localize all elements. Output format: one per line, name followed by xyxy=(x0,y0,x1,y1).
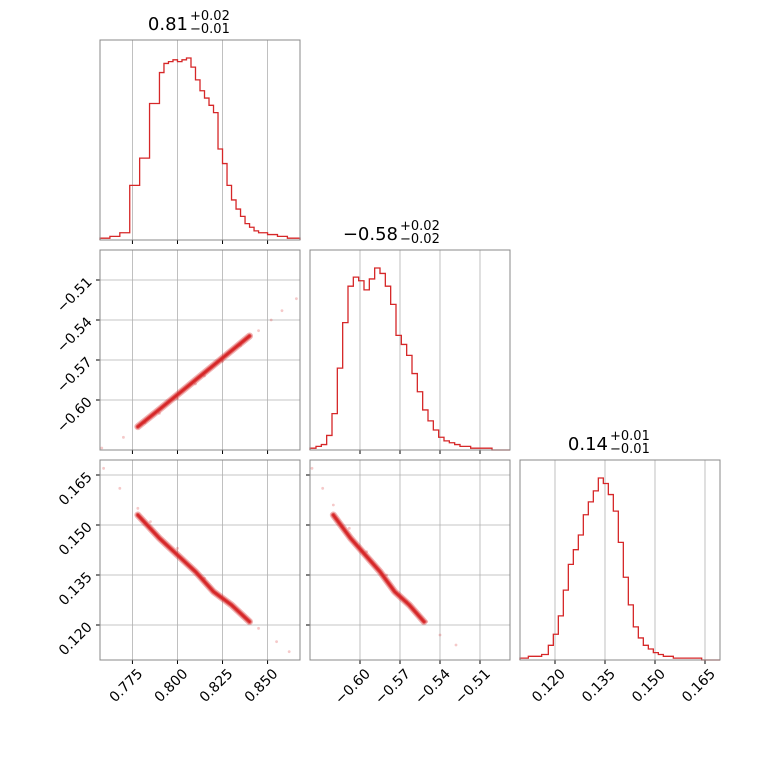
scatter-point xyxy=(176,546,179,550)
scatter-point xyxy=(122,435,125,439)
title-median: 0.14 xyxy=(568,434,608,455)
y-tick-label: −0.51 xyxy=(54,274,96,316)
y-tick-label: −0.60 xyxy=(54,394,96,436)
scatter-point xyxy=(385,573,389,577)
panel-frame-2-2 xyxy=(519,459,721,661)
scatter-point xyxy=(136,506,140,510)
x-tick-label: 0.850 xyxy=(242,666,282,706)
scatter-point xyxy=(118,486,122,490)
scatter-point xyxy=(438,633,442,637)
scatter-point xyxy=(149,520,152,524)
title-plus-error: +0.02 xyxy=(400,219,440,234)
scatter-point xyxy=(280,309,284,313)
scatter-point xyxy=(275,640,278,644)
scatter-point xyxy=(257,329,260,333)
scatter-point xyxy=(454,643,458,647)
x-tick-label: 0.825 xyxy=(197,666,237,706)
scatter-point xyxy=(269,318,273,322)
panel-frame-0-0 xyxy=(99,39,301,241)
y-tick-label: 0.150 xyxy=(56,519,96,559)
y-tick-label: −0.57 xyxy=(54,354,96,396)
x-tick-label: −0.54 xyxy=(412,666,454,708)
scatter-point xyxy=(294,297,298,301)
x-tick-label: 0.165 xyxy=(679,666,719,706)
scatter-point xyxy=(331,503,335,507)
title-median: −0.58 xyxy=(343,224,398,245)
scatter-point xyxy=(287,650,291,654)
panel-frame-1-0 xyxy=(99,249,301,451)
panel-title-param-2: 0.14 +0.01−0.01 xyxy=(568,429,650,457)
scatter-point xyxy=(310,466,314,470)
title-minus-error: −0.01 xyxy=(610,442,650,457)
scatter-point xyxy=(347,526,351,530)
x-tick-label: −0.51 xyxy=(452,666,494,708)
histogram-line-param-1 xyxy=(309,267,510,451)
scatter-point xyxy=(100,446,104,450)
y-tick-label: 0.135 xyxy=(56,569,96,609)
scatter-point xyxy=(257,626,260,630)
panel-frame-2-1 xyxy=(309,459,511,661)
panel-frame-1-1 xyxy=(309,249,511,451)
y-tick-label: −0.54 xyxy=(54,314,96,356)
scatter-point xyxy=(102,466,106,470)
title-minus-error: −0.01 xyxy=(190,22,230,37)
density-contour-2 xyxy=(332,513,426,623)
density-contour-2 xyxy=(136,513,251,623)
panel-title-param-0: 0.81 +0.02−0.01 xyxy=(148,9,230,37)
density-contour-2 xyxy=(136,334,251,428)
scatter-point xyxy=(321,486,325,490)
x-tick-label: 0.135 xyxy=(579,666,619,706)
title-minus-error: −0.02 xyxy=(400,232,440,247)
title-plus-error: +0.02 xyxy=(190,9,230,24)
x-tick-label: 0.800 xyxy=(152,666,192,706)
x-tick-label: −0.60 xyxy=(332,666,374,708)
title-plus-error: +0.01 xyxy=(610,429,650,444)
x-tick-label: 0.150 xyxy=(629,666,669,706)
panel-title-param-1: −0.58 +0.02−0.02 xyxy=(343,219,440,247)
y-tick-label: 0.165 xyxy=(56,469,96,509)
histogram-line-param-2 xyxy=(519,477,720,661)
title-median: 0.81 xyxy=(148,14,188,35)
x-tick-label: 0.120 xyxy=(529,666,569,706)
y-tick-label: 0.120 xyxy=(56,619,96,659)
panel-frame-2-0 xyxy=(99,459,301,661)
histogram-line-param-0 xyxy=(99,57,301,240)
x-tick-label: −0.57 xyxy=(372,666,414,708)
x-tick-label: 0.775 xyxy=(107,666,147,706)
